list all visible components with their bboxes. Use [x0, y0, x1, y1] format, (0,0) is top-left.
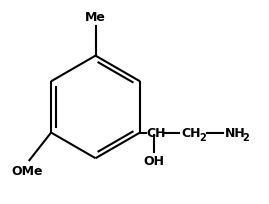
Text: CH: CH: [146, 126, 165, 139]
Text: Me: Me: [85, 11, 106, 24]
Text: OH: OH: [143, 154, 164, 167]
Text: CH: CH: [181, 126, 201, 139]
Text: 2: 2: [243, 132, 249, 142]
Text: NH: NH: [225, 126, 246, 139]
Text: OMe: OMe: [12, 164, 43, 177]
Text: 2: 2: [199, 132, 206, 142]
